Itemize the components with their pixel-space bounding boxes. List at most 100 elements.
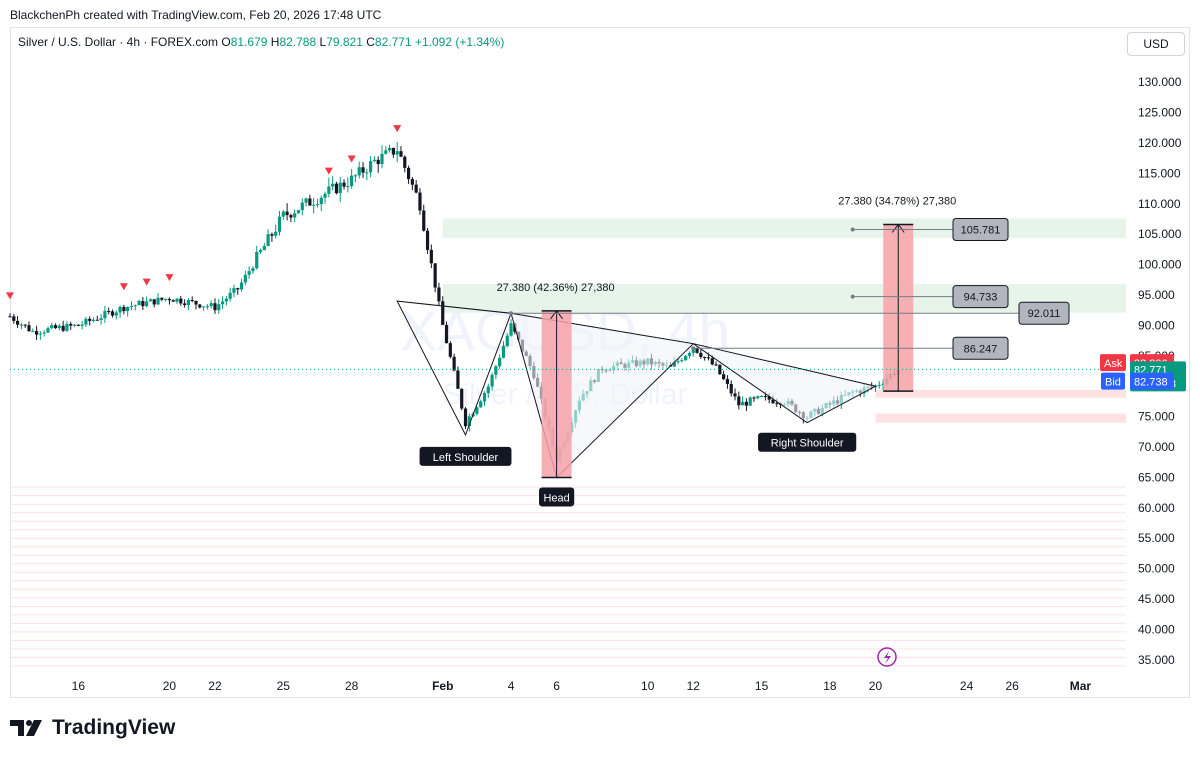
high-label: H (270, 35, 280, 49)
price-tick-label: 105.000 (1138, 227, 1182, 241)
candle-body (190, 299, 194, 301)
candle-body (425, 230, 430, 250)
time-tick-label: 4 (508, 679, 515, 693)
candle-body (76, 324, 80, 326)
right-shoulder-label-box[interactable] (758, 432, 857, 452)
candle-body (714, 364, 718, 366)
bid-label-box (1101, 372, 1125, 390)
left-shoulder-shape[interactable] (396, 300, 512, 437)
left-shoulder-label: Left Shoulder (433, 452, 499, 464)
candle-body (433, 263, 437, 288)
candle-body (706, 357, 711, 359)
candle-body (342, 182, 346, 187)
level-label-box[interactable] (952, 336, 1009, 360)
candle-body (323, 193, 327, 198)
left-shoulder-label-box[interactable] (419, 446, 512, 466)
candle-body (429, 249, 433, 264)
candle-body (319, 197, 323, 205)
candle-body (137, 301, 141, 306)
time-tick-label: 24 (960, 679, 974, 693)
price-tick-label: 60.000 (1138, 501, 1175, 515)
head-label-box[interactable] (539, 487, 575, 507)
candle-body (327, 186, 331, 194)
price-tick-label: 45.000 (1138, 592, 1175, 606)
right-shoulder-shape[interactable] (692, 343, 877, 424)
events-lightning-icon[interactable] (877, 647, 897, 667)
candle-body (452, 356, 456, 371)
candle-body (38, 333, 42, 335)
candle-body (236, 288, 240, 290)
candle-body (490, 374, 494, 387)
candle-body (12, 316, 16, 321)
candle-body (296, 210, 301, 214)
candle-body (384, 150, 388, 154)
candle-body (110, 311, 115, 316)
candle-body (285, 211, 289, 216)
candle-body (69, 323, 73, 326)
candle-body (126, 306, 130, 312)
candle-body (209, 303, 213, 307)
candle-body (748, 397, 752, 406)
candle-body (266, 234, 270, 247)
level-label-box[interactable] (952, 285, 1009, 309)
candle-body (315, 204, 320, 206)
low-value: 79.821 (326, 35, 363, 49)
support-zone (442, 284, 1126, 313)
open-label: O (221, 35, 231, 49)
candle-body (710, 358, 714, 365)
currency-selector[interactable]: USD (1127, 32, 1185, 56)
price-tick-label: 75.000 (1138, 410, 1175, 424)
candle-body (395, 151, 399, 155)
bid-label: Bid (1105, 377, 1121, 389)
candle-body (129, 306, 134, 308)
level-label-box[interactable] (1018, 301, 1070, 325)
price-tick-label: 100.000 (1138, 258, 1182, 272)
candle-body (232, 288, 236, 293)
candle-body (152, 299, 156, 305)
tradingview-logo[interactable]: TradingView (10, 716, 175, 740)
candle-body (380, 153, 384, 165)
candle-body (164, 298, 168, 300)
candle-body (205, 306, 209, 308)
candle-body (42, 332, 46, 334)
support-zone (442, 218, 1126, 238)
high-marker (324, 167, 333, 175)
level-label-box[interactable] (952, 217, 1009, 241)
candle-body (680, 360, 684, 362)
candle-body (31, 331, 35, 333)
candle-body (357, 167, 361, 176)
candle-body (133, 305, 137, 307)
bid-price-box (1130, 372, 1174, 390)
candle-body (505, 335, 509, 347)
candle-body (228, 292, 232, 299)
candle-body (194, 300, 198, 305)
candle-body (475, 407, 479, 414)
candle-body (877, 385, 881, 387)
candle-body (759, 396, 764, 398)
candle-body (456, 370, 460, 389)
ask-label: Ask (1104, 358, 1123, 370)
candle-body (99, 318, 103, 320)
candle-body (46, 328, 50, 333)
candle-body (338, 182, 342, 194)
candle-body (376, 159, 380, 165)
candle-body (8, 316, 12, 318)
candle-body (422, 210, 426, 231)
high-value: 82.788 (279, 35, 317, 49)
price-tick-label: 115.000 (1138, 166, 1181, 180)
candle-body (486, 386, 490, 394)
tradingview-wordmark: TradingView (52, 716, 176, 739)
candle-body (255, 251, 259, 269)
candle-body (277, 216, 282, 232)
candle-body (53, 325, 58, 329)
resistance-lines-layer (10, 486, 1126, 667)
candle-body (57, 325, 61, 329)
candle-body (308, 198, 312, 206)
time-tick-label: 15 (755, 679, 769, 693)
level-label: 105.781 (961, 224, 1001, 236)
price-tick-label: 55.000 (1138, 531, 1175, 545)
candle-body (767, 396, 771, 400)
candle-body (114, 312, 118, 316)
